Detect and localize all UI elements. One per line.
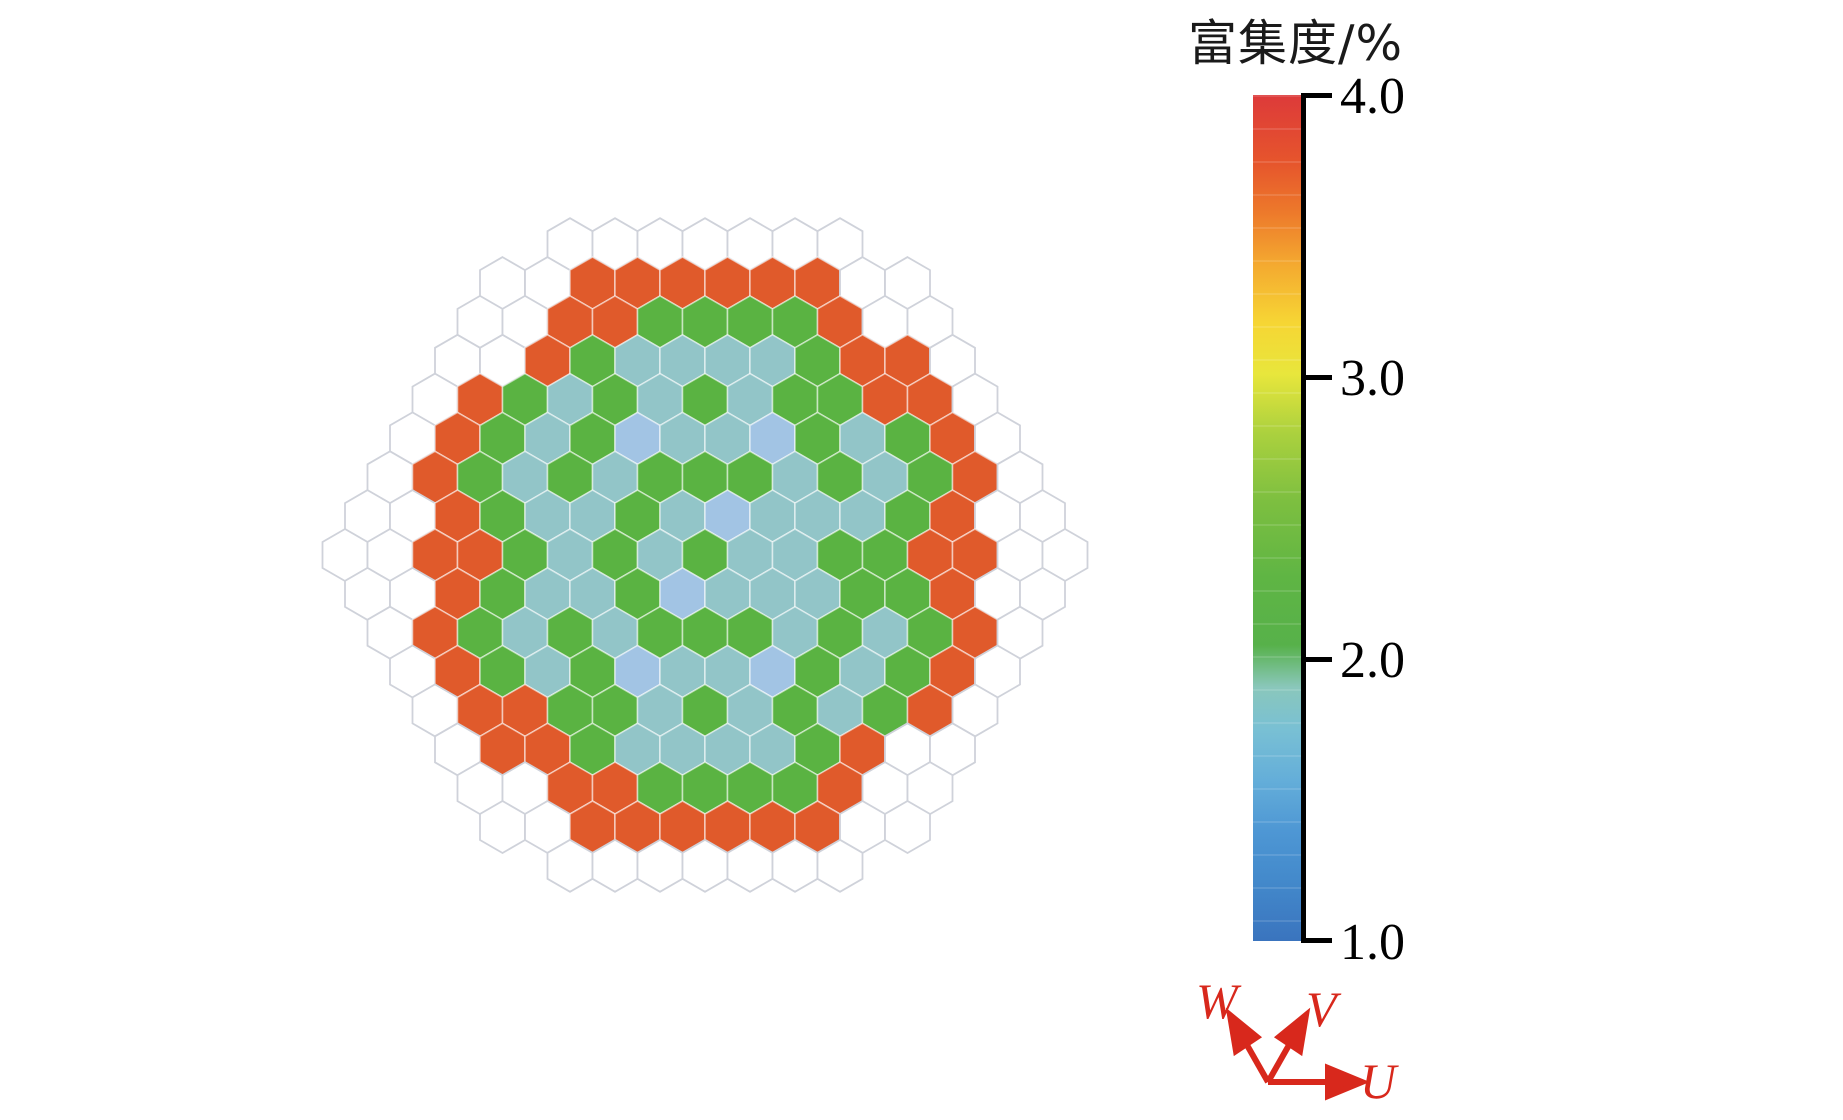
v-axis-label: V (1306, 981, 1337, 1037)
hex-cell-empty (884, 799, 931, 855)
colorbar-gradient (1253, 95, 1301, 941)
w-axis-label: W (1196, 973, 1238, 1029)
colorbar-axis-line (1301, 93, 1306, 943)
u-axis-arrowhead (1325, 1063, 1370, 1101)
colorbar-tick-label: 4.0 (1340, 68, 1405, 125)
colorbar-tick-label: 3.0 (1340, 350, 1405, 407)
hex-cell-empty (816, 838, 864, 893)
colorbar-title: 富集度/% (1188, 15, 1404, 72)
colorbar-tick-label: 2.0 (1340, 632, 1405, 689)
colorbar-tick (1306, 375, 1332, 380)
colorbar-tick (1306, 938, 1332, 943)
w-axis-arrowhead (1225, 1007, 1263, 1057)
u-axis-label: U (1360, 1053, 1397, 1109)
colorbar-tick (1306, 657, 1332, 662)
axes-triad (1225, 1007, 1370, 1101)
v-axis-arrowhead (1273, 1007, 1311, 1057)
colorbar-tick (1306, 93, 1332, 98)
colorbar-tick-label: 1.0 (1340, 914, 1405, 971)
